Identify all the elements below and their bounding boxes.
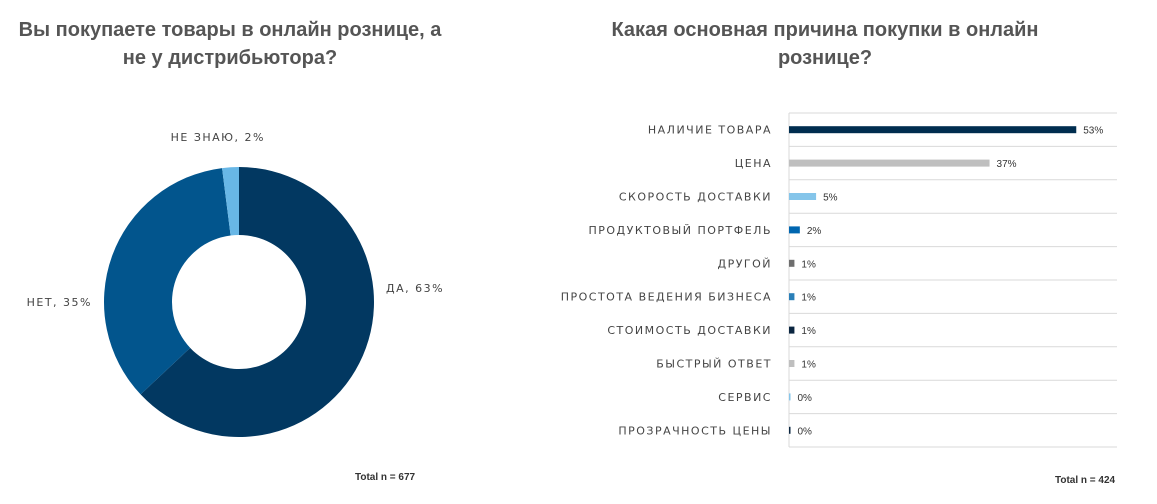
category-label: ЦЕНА bbox=[735, 157, 772, 170]
bar bbox=[789, 259, 795, 267]
slice-label: ДА, 63% bbox=[386, 282, 444, 295]
data-label: 1% bbox=[801, 293, 816, 304]
bar-title: Какая основная причина покупки в онлайн … bbox=[611, 19, 1039, 69]
donut-total: Total n = 677 bbox=[355, 472, 416, 483]
category-label: НАЛИЧИЕ ТОВАРА bbox=[648, 124, 772, 137]
slice-label: НЕ ЗНАЮ, 2% bbox=[171, 131, 265, 144]
bar bbox=[789, 126, 1077, 134]
category-label: ПРОДУКТОВЫЙ ПОРТФЕЛЬ bbox=[588, 224, 772, 237]
bar bbox=[789, 360, 795, 367]
bar bbox=[789, 293, 795, 301]
bar bbox=[789, 393, 791, 401]
donut-slice bbox=[104, 168, 231, 395]
data-label: 0% bbox=[798, 426, 813, 437]
donut-title: Вы покупаете товары в онлайн рознице, а … bbox=[18, 19, 442, 69]
data-label: 53% bbox=[1083, 126, 1103, 137]
category-label: ДРУГОЙ bbox=[717, 257, 772, 270]
donut-slice bbox=[140, 167, 374, 437]
category-label: СТОИМОСТЬ ДОСТАВКИ bbox=[607, 324, 772, 337]
bar bbox=[789, 426, 791, 434]
data-label: 1% bbox=[801, 326, 816, 337]
data-label: 0% bbox=[798, 393, 813, 404]
bar bbox=[789, 326, 795, 334]
category-label: ПРОЗРАЧНОСТЬ ЦЕНЫ bbox=[618, 424, 772, 437]
data-label: 5% bbox=[823, 193, 838, 204]
bar bbox=[789, 159, 990, 167]
category-label: СЕРВИС bbox=[718, 391, 772, 404]
bar-total: Total n = 424 bbox=[1055, 475, 1116, 486]
category-label: БЫСТРЫЙ ОТВЕТ bbox=[656, 358, 772, 371]
donut-slice bbox=[222, 167, 239, 236]
category-label: ПРОСТОТА ВЕДЕНИЯ БИЗНЕСА bbox=[561, 291, 772, 304]
bar bbox=[789, 226, 800, 234]
data-label: 37% bbox=[997, 159, 1017, 170]
bar bbox=[789, 193, 817, 200]
data-label: 1% bbox=[801, 259, 816, 270]
category-label: СКОРОСТЬ ДОСТАВКИ bbox=[619, 191, 772, 204]
slice-label: НЕТ, 35% bbox=[27, 296, 92, 309]
data-label: 2% bbox=[807, 226, 822, 237]
data-label: 1% bbox=[801, 360, 816, 371]
